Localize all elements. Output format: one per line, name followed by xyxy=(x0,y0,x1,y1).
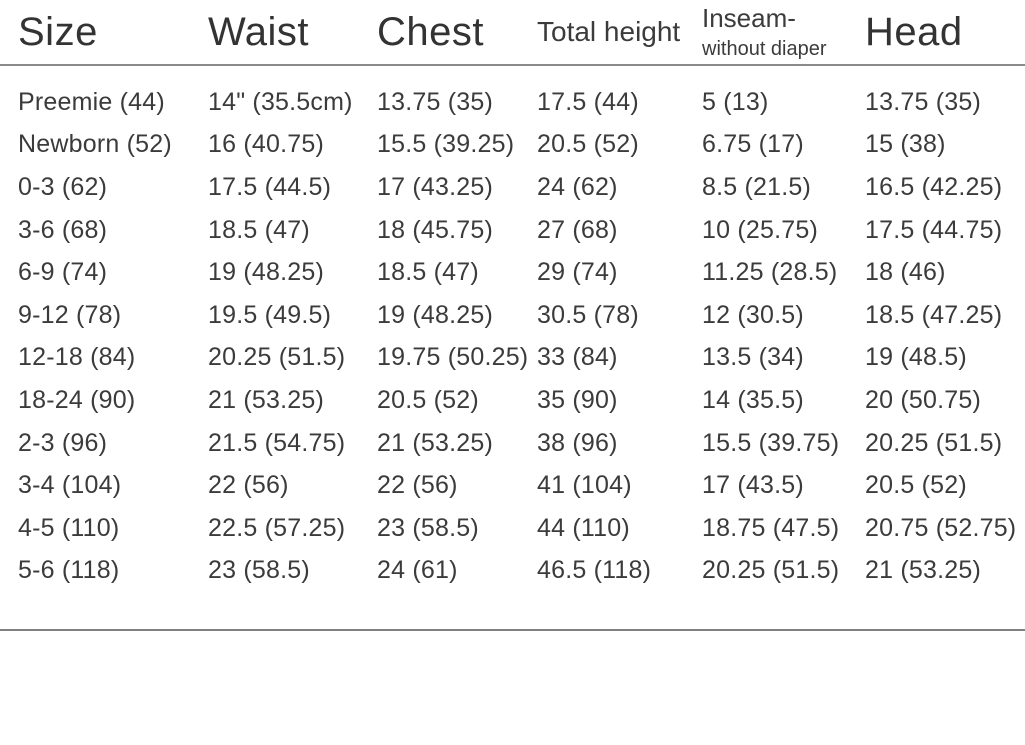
header-divider-line xyxy=(0,64,1025,66)
cell-head: 20 (50.75) xyxy=(865,385,981,414)
cell-total-height: 30.5 (78) xyxy=(537,300,639,329)
cell-chest: 22 (56) xyxy=(377,471,458,500)
cell-waist: 19.5 (49.5) xyxy=(208,300,332,329)
cell-waist: 21.5 (54.75) xyxy=(208,428,346,457)
cell-size: 0-3 (62) xyxy=(18,172,108,201)
cell-waist: 22 (56) xyxy=(208,471,289,500)
cell-waist: 14" (35.5cm) xyxy=(208,87,353,116)
cell-size: 6-9 (74) xyxy=(18,258,108,287)
table-row: 12-18 (84) 20.25 (51.5) 19.75 (50.25) 33… xyxy=(0,337,1025,380)
cell-chest: 24 (61) xyxy=(377,556,458,585)
column-header-inseam: Inseam- without diaper xyxy=(702,5,865,59)
cell-size: Preemie (44) xyxy=(18,87,165,116)
cell-head: 13.75 (35) xyxy=(865,87,981,116)
cell-size: 3-6 (68) xyxy=(18,215,108,244)
cell-inseam: 5 (13) xyxy=(702,87,769,116)
cell-total-height: 29 (74) xyxy=(537,258,618,287)
baby-size-chart-table: Size Waist Chest Total height Inseam- wi… xyxy=(0,0,1025,632)
cell-waist: 18.5 (47) xyxy=(208,215,310,244)
cell-head: 16.5 (42.25) xyxy=(865,172,1003,201)
cell-size: 18-24 (90) xyxy=(18,385,136,414)
cell-inseam: 12 (30.5) xyxy=(702,300,804,329)
cell-waist: 17.5 (44.5) xyxy=(208,172,332,201)
cell-size: 5-6 (118) xyxy=(18,556,120,585)
cell-chest: 15.5 (39.25) xyxy=(377,130,515,159)
cell-total-height: 38 (96) xyxy=(537,428,618,457)
cell-inseam: 15.5 (39.75) xyxy=(702,428,840,457)
table-row: 9-12 (78) 19.5 (49.5) 19 (48.25) 30.5 (7… xyxy=(0,294,1025,337)
cell-inseam: 18.75 (47.5) xyxy=(702,513,840,542)
table-bottom-line xyxy=(0,629,1025,632)
cell-total-height: 33 (84) xyxy=(537,343,618,372)
table-row: 3-6 (68) 18.5 (47) 18 (45.75) 27 (68) 10… xyxy=(0,209,1025,252)
cell-waist: 21 (53.25) xyxy=(208,385,324,414)
cell-chest: 13.75 (35) xyxy=(377,87,493,116)
table-body: Preemie (44) 14" (35.5cm) 13.75 (35) 17.… xyxy=(0,66,1025,629)
cell-total-height: 46.5 (118) xyxy=(537,556,652,585)
cell-total-height: 41 (104) xyxy=(537,471,632,500)
cell-size: 4-5 (110) xyxy=(18,513,120,542)
table-row: 4-5 (110) 22.5 (57.25) 23 (58.5) 44 (110… xyxy=(0,507,1025,550)
cell-total-height: 35 (90) xyxy=(537,385,618,414)
table-row: Newborn (52) 16 (40.75) 15.5 (39.25) 20.… xyxy=(0,124,1025,167)
cell-inseam: 8.5 (21.5) xyxy=(702,172,812,201)
cell-inseam: 20.25 (51.5) xyxy=(702,556,840,585)
cell-waist: 23 (58.5) xyxy=(208,556,310,585)
column-header-size: Size xyxy=(18,10,98,54)
cell-size: Newborn (52) xyxy=(18,130,172,159)
cell-head: 18.5 (47.25) xyxy=(865,300,1003,329)
cell-head: 15 (38) xyxy=(865,130,946,159)
cell-inseam: 6.75 (17) xyxy=(702,130,804,159)
cell-inseam: 14 (35.5) xyxy=(702,385,804,414)
cell-head: 18 (46) xyxy=(865,258,946,287)
cell-total-height: 24 (62) xyxy=(537,172,618,201)
cell-head: 20.25 (51.5) xyxy=(865,428,1003,457)
cell-total-height: 20.5 (52) xyxy=(537,130,639,159)
cell-waist: 20.25 (51.5) xyxy=(208,343,346,372)
cell-total-height: 44 (110) xyxy=(537,513,630,542)
column-header-waist: Waist xyxy=(208,10,310,54)
cell-waist: 16 (40.75) xyxy=(208,130,324,159)
column-header-head: Head xyxy=(865,10,963,54)
table-row: 5-6 (118) 23 (58.5) 24 (61) 46.5 (118) 2… xyxy=(0,550,1025,593)
column-header-total-height: Total height xyxy=(537,16,681,47)
cell-chest: 23 (58.5) xyxy=(377,513,479,542)
cell-total-height: 27 (68) xyxy=(537,215,618,244)
cell-total-height: 17.5 (44) xyxy=(537,87,639,116)
cell-size: 2-3 (96) xyxy=(18,428,108,457)
table-row: Preemie (44) 14" (35.5cm) 13.75 (35) 17.… xyxy=(0,81,1025,124)
cell-chest: 18 (45.75) xyxy=(377,215,493,244)
cell-chest: 19.75 (50.25) xyxy=(377,343,529,372)
cell-waist: 22.5 (57.25) xyxy=(208,513,346,542)
cell-inseam: 11.25 (28.5) xyxy=(702,258,838,287)
cell-inseam: 10 (25.75) xyxy=(702,215,818,244)
cell-head: 20.75 (52.75) xyxy=(865,513,1017,542)
cell-head: 19 (48.5) xyxy=(865,343,967,372)
cell-chest: 19 (48.25) xyxy=(377,300,493,329)
table-row: 6-9 (74) 19 (48.25) 18.5 (47) 29 (74) 11… xyxy=(0,251,1025,294)
cell-chest: 17 (43.25) xyxy=(377,172,493,201)
cell-head: 17.5 (44.75) xyxy=(865,215,1003,244)
cell-chest: 20.5 (52) xyxy=(377,385,479,414)
cell-inseam: 17 (43.5) xyxy=(702,471,804,500)
cell-waist: 19 (48.25) xyxy=(208,258,324,287)
cell-head: 21 (53.25) xyxy=(865,556,981,585)
cell-chest: 18.5 (47) xyxy=(377,258,479,287)
cell-head: 20.5 (52) xyxy=(865,471,967,500)
cell-chest: 21 (53.25) xyxy=(377,428,493,457)
table-row: 0-3 (62) 17.5 (44.5) 17 (43.25) 24 (62) … xyxy=(0,166,1025,209)
column-header-inseam-line2: without diaper xyxy=(702,38,827,60)
table-row: 3-4 (104) 22 (56) 22 (56) 41 (104) 17 (4… xyxy=(0,464,1025,507)
cell-size: 3-4 (104) xyxy=(18,471,122,500)
cell-size: 12-18 (84) xyxy=(18,343,136,372)
cell-inseam: 13.5 (34) xyxy=(702,343,804,372)
cell-size: 9-12 (78) xyxy=(18,300,122,329)
table-row: 18-24 (90) 21 (53.25) 20.5 (52) 35 (90) … xyxy=(0,379,1025,422)
table-row: 2-3 (96) 21.5 (54.75) 21 (53.25) 38 (96)… xyxy=(0,422,1025,465)
column-header-chest: Chest xyxy=(377,10,484,54)
table-header-row: Size Waist Chest Total height Inseam- wi… xyxy=(0,0,1025,64)
column-header-inseam-line1: Inseam- xyxy=(702,3,796,33)
